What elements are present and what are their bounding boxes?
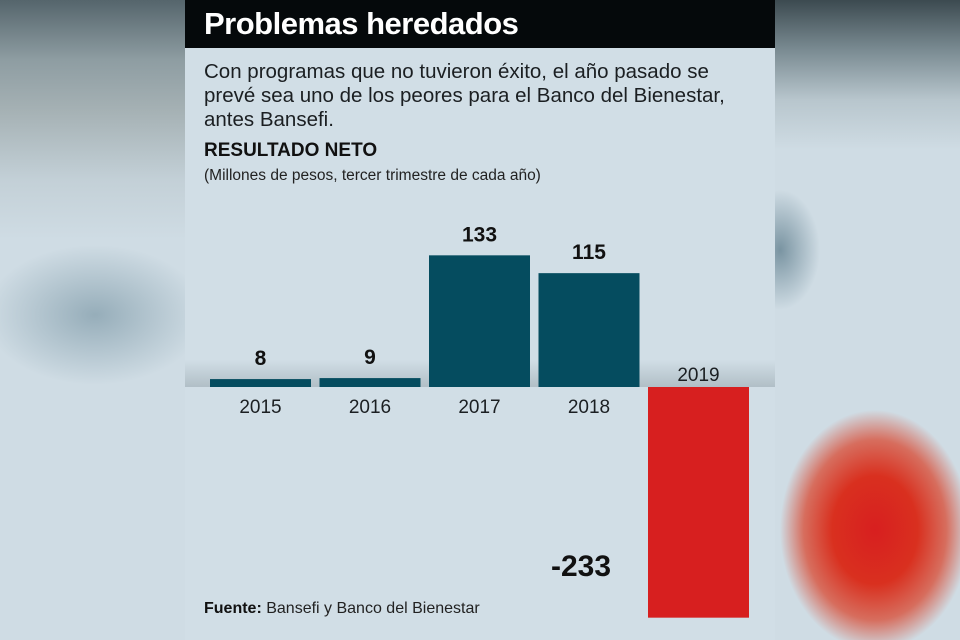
chart-title: RESULTADO NETO <box>204 140 378 161</box>
data-label-2016: 9 <box>364 346 376 369</box>
data-label-2019: -233 <box>551 550 611 583</box>
category-label-2019: 2019 <box>677 365 719 386</box>
source-text: Bansefi y Banco del Bienestar <box>261 600 480 617</box>
chart-unit-note: (Millones de pesos, tercer trimestre de … <box>204 167 541 184</box>
subtitle: Con programas que no tuvieron éxito, el … <box>204 60 725 131</box>
bar-2019 <box>648 387 749 618</box>
bar-2018 <box>538 273 640 387</box>
bar-2017 <box>429 255 530 387</box>
category-label-2018: 2018 <box>568 397 610 418</box>
source-note: Fuente: Bansefi y Banco del Bienestar <box>204 600 480 618</box>
background-right <box>775 0 960 640</box>
source-label: Fuente: <box>204 600 262 617</box>
data-label-2018: 115 <box>572 241 606 264</box>
bar-2015 <box>210 379 311 387</box>
background-left <box>0 0 185 640</box>
category-label-2017: 2017 <box>458 397 500 418</box>
data-label-2017: 133 <box>462 223 497 246</box>
infographic-panel: Problemas heredados Con programas que no… <box>185 0 775 640</box>
bar-chart: 8 2015 9 2016 133 2017 115 2018 -233 2019 <box>210 223 749 618</box>
category-label-2016: 2016 <box>349 397 391 418</box>
bar-2016 <box>319 378 421 387</box>
category-label-2015: 2015 <box>239 397 281 418</box>
data-label-2015: 8 <box>255 347 267 370</box>
page-title: Problemas heredados <box>204 6 519 41</box>
header-bar: Problemas heredados <box>185 0 775 48</box>
